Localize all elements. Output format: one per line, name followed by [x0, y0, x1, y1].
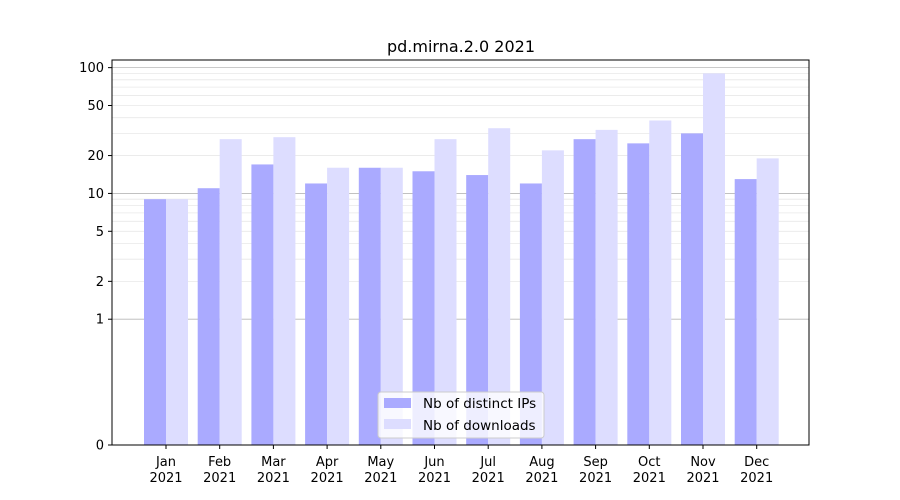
bar-distinct-ips — [466, 175, 489, 446]
y-tick-label: 20 — [87, 149, 104, 164]
legend-swatch-downloads — [384, 419, 411, 429]
bar-distinct-ips — [305, 183, 328, 445]
legend-label-distinct-ips: Nb of distinct IPs — [423, 396, 536, 412]
x-tick-label: Jan 2021 — [149, 455, 182, 486]
x-tick-label: May 2021 — [364, 455, 397, 486]
chart-title: pd.mirna.2.0 2021 — [387, 37, 535, 56]
x-tick-label: Dec 2021 — [740, 455, 773, 486]
x-tick-label: Nov 2021 — [686, 455, 719, 486]
x-axis: Jan 2021 Feb 2021 Mar 2021 Apr 2021 May 2021 Jun 20… — [149, 445, 773, 486]
bar-distinct-ips — [734, 179, 757, 445]
x-tick-label: Oct 2021 — [633, 455, 666, 486]
y-axis: 0 1 2 5 10 20 50 100 — [79, 61, 112, 454]
bar-distinct-ips — [251, 164, 274, 445]
y-tick-label: 0 — [96, 439, 104, 454]
y-tick-label: 50 — [87, 99, 104, 114]
x-tick-label: Jun 2021 — [418, 455, 451, 486]
x-tick-label: Mar 2021 — [257, 455, 290, 486]
bar-downloads — [219, 139, 242, 445]
x-tick-label: Feb 2021 — [203, 455, 236, 486]
bar-distinct-ips — [627, 143, 650, 445]
bar-downloads — [649, 120, 672, 446]
y-tick-label: 1 — [96, 313, 104, 328]
bar-downloads — [756, 158, 779, 445]
plot-frame — [111, 59, 810, 446]
legend-swatch-distinct-ips — [384, 398, 411, 408]
bar-distinct-ips — [197, 188, 220, 445]
y-tick-label: 5 — [96, 225, 104, 240]
bar-distinct-ips — [144, 199, 166, 445]
legend-frame — [377, 391, 545, 439]
bar-downloads — [434, 139, 457, 445]
bars — [144, 73, 779, 446]
bar-downloads — [703, 73, 725, 445]
y-tick-label: 100 — [79, 61, 104, 76]
bar-downloads — [541, 150, 564, 445]
y-tick-label: 10 — [87, 187, 104, 202]
bar-downloads — [327, 167, 350, 445]
x-tick-label: Apr 2021 — [311, 455, 344, 486]
bar-distinct-ips — [681, 133, 703, 445]
bar-downloads — [380, 167, 403, 445]
bar-downloads — [273, 137, 296, 445]
x-tick-label: Aug 2021 — [525, 455, 558, 486]
legend-label-downloads: Nb of downloads — [423, 418, 536, 434]
bar-downloads — [488, 128, 511, 446]
y-tick-label: 2 — [96, 275, 104, 290]
bar-distinct-ips — [573, 139, 596, 445]
bar-distinct-ips — [412, 171, 435, 445]
legend: Nb of distinct IPs Nb of downloads — [377, 391, 545, 439]
bar-downloads — [595, 129, 618, 446]
bar-distinct-ips — [358, 167, 381, 445]
bar-downloads — [166, 199, 188, 445]
bar-distinct-ips — [519, 183, 542, 445]
x-tick-label: Sep 2021 — [579, 455, 612, 486]
x-tick-label: Jul 2021 — [472, 455, 505, 486]
